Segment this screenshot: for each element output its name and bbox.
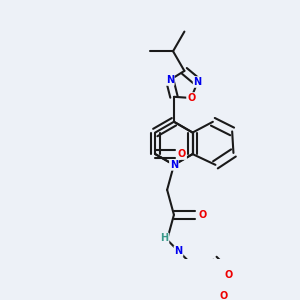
Text: O: O: [198, 210, 206, 220]
Text: O: O: [219, 291, 227, 300]
Text: N: N: [170, 160, 178, 170]
Text: O: O: [178, 149, 186, 159]
Text: O: O: [225, 270, 233, 280]
Text: O: O: [187, 93, 195, 103]
Text: N: N: [166, 75, 174, 85]
Text: N: N: [194, 77, 202, 87]
Text: H: H: [160, 233, 169, 243]
Text: N: N: [174, 246, 182, 256]
